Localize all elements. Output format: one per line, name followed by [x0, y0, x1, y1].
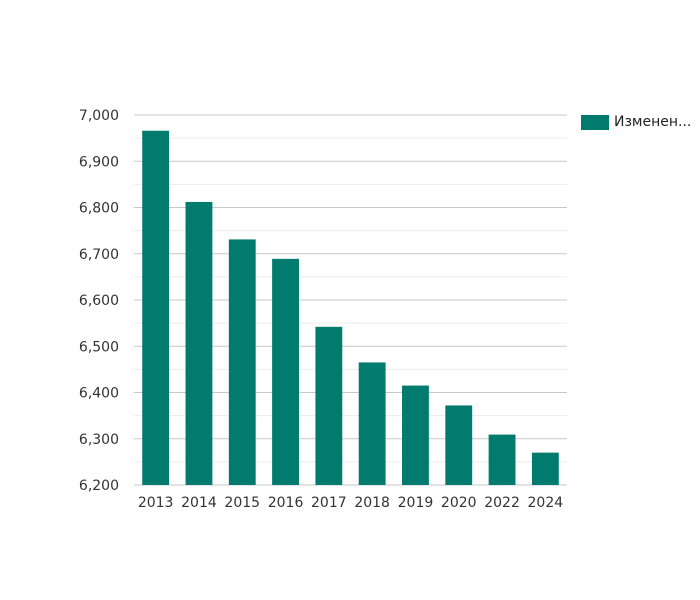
y-tick-label: 7,000 — [79, 108, 119, 124]
bar — [445, 405, 473, 485]
x-tick-label: 2018 — [354, 495, 390, 511]
y-tick-label: 6,300 — [79, 432, 119, 448]
x-tick-label: 2022 — [484, 495, 520, 511]
x-tick-label: 2015 — [224, 495, 260, 511]
y-tick-label: 6,900 — [79, 154, 119, 170]
y-axis: 6,200 6,300 6,400 6,500 6,600 6,700 6,800 6,900… — [79, 108, 119, 494]
bar — [531, 452, 559, 485]
x-tick-label: 2020 — [441, 495, 477, 511]
bar — [185, 201, 213, 485]
bar — [315, 326, 343, 485]
x-axis: 2013 2014 2015 2016 2017 2018 2019 2020 2022 2024 — [138, 495, 563, 511]
x-tick-label: 2014 — [181, 495, 217, 511]
bar — [142, 130, 170, 485]
bar — [272, 258, 299, 485]
y-tick-label: 6,200 — [79, 478, 119, 494]
legend-swatch — [581, 114, 609, 130]
bar — [488, 434, 516, 485]
y-tick-label: 6,700 — [79, 247, 119, 263]
y-tick-label: 6,500 — [79, 339, 119, 355]
legend-label: Изменен... — [614, 114, 692, 130]
bar — [358, 362, 386, 485]
bars — [142, 130, 559, 485]
bar — [402, 385, 429, 485]
y-tick-label: 6,400 — [79, 386, 119, 402]
x-tick-label: 2024 — [528, 495, 564, 511]
bar — [228, 239, 256, 485]
x-tick-label: 2013 — [138, 495, 174, 511]
y-tick-label: 6,800 — [79, 201, 119, 217]
legend: Изменен... — [581, 114, 691, 130]
x-tick-label: 2019 — [398, 495, 434, 511]
y-tick-label: 6,600 — [79, 293, 119, 309]
x-tick-label: 2016 — [268, 495, 304, 511]
x-tick-label: 2017 — [311, 495, 347, 511]
